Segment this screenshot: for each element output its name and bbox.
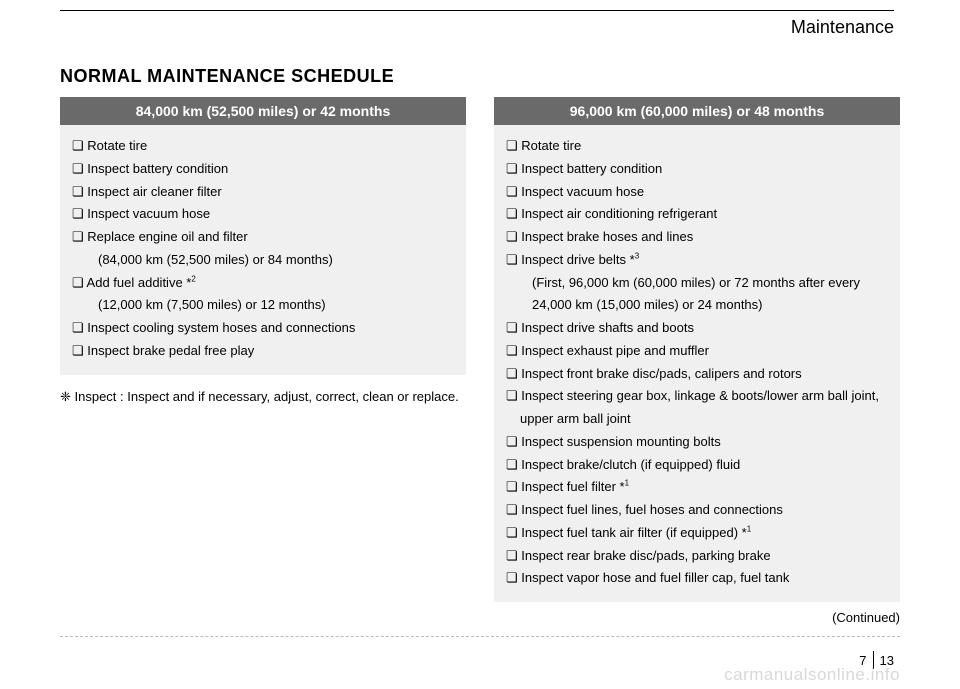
left-column: 84,000 km (52,500 miles) or 42 months ❏ … bbox=[60, 97, 466, 625]
right-box-body: ❏ Rotate tire❏ Inspect battery condition… bbox=[494, 125, 900, 602]
list-item: ❏ Rotate tire bbox=[72, 135, 454, 158]
dash-horizontal bbox=[60, 636, 900, 637]
list-item: ❏ Add fuel additive *2 bbox=[72, 272, 454, 295]
list-item: ❏ Inspect rear brake disc/pads, parking … bbox=[506, 545, 888, 568]
footnote-ref: 3 bbox=[635, 251, 639, 260]
list-subitem: (12,000 km (7,500 miles) or 12 months) bbox=[72, 294, 454, 317]
right-box: 96,000 km (60,000 miles) or 48 months ❏ … bbox=[494, 97, 900, 602]
list-item: ❏ Inspect vapor hose and fuel filler cap… bbox=[506, 567, 888, 590]
list-item: ❏ Inspect steering gear box, linkage & b… bbox=[506, 385, 888, 431]
list-item: ❏ Inspect suspension mounting bolts bbox=[506, 431, 888, 454]
footnote-ref: 1 bbox=[747, 524, 751, 533]
content-columns: 84,000 km (52,500 miles) or 42 months ❏ … bbox=[60, 97, 900, 625]
list-item: ❏ Inspect vacuum hose bbox=[72, 203, 454, 226]
list-item: ❏ Inspect brake/clutch (if equipped) flu… bbox=[506, 454, 888, 477]
note-label: ❈ Inspect : bbox=[60, 389, 124, 404]
list-item: ❏ Inspect battery condition bbox=[72, 158, 454, 181]
list-item: ❏ Inspect battery condition bbox=[506, 158, 888, 181]
list-item: ❏ Inspect front brake disc/pads, caliper… bbox=[506, 363, 888, 386]
list-item: ❏ Inspect fuel lines, fuel hoses and con… bbox=[506, 499, 888, 522]
list-item: ❏ Inspect vacuum hose bbox=[506, 181, 888, 204]
list-item: ❏ Inspect fuel filter *1 bbox=[506, 476, 888, 499]
list-item: ❏ Inspect brake pedal free play bbox=[72, 340, 454, 363]
list-item: ❏ Inspect air cleaner filter bbox=[72, 181, 454, 204]
left-box-heading: 84,000 km (52,500 miles) or 42 months bbox=[60, 97, 466, 125]
left-box-body: ❏ Rotate tire❏ Inspect battery condition… bbox=[60, 125, 466, 375]
list-item: ❏ Inspect drive shafts and boots bbox=[506, 317, 888, 340]
inspect-note: ❈ Inspect : Inspect and if necessary, ad… bbox=[60, 387, 466, 408]
list-item: ❏ Inspect exhaust pipe and muffler bbox=[506, 340, 888, 363]
list-item: ❏ Replace engine oil and filter bbox=[72, 226, 454, 249]
list-item: ❏ Inspect air conditioning refrigerant bbox=[506, 203, 888, 226]
list-subitem: (84,000 km (52,500 miles) or 84 months) bbox=[72, 249, 454, 272]
right-column: 96,000 km (60,000 miles) or 48 months ❏ … bbox=[494, 97, 900, 625]
page: Maintenance NORMAL MAINTENANCE SCHEDULE … bbox=[0, 0, 960, 689]
continued-label: (Continued) bbox=[494, 610, 900, 625]
running-header: Maintenance bbox=[60, 10, 900, 38]
list-item: ❏ Rotate tire bbox=[506, 135, 888, 158]
list-item: ❏ Inspect brake hoses and lines bbox=[506, 226, 888, 249]
watermark: carmanualsonline.info bbox=[724, 665, 900, 685]
footnote-ref: 1 bbox=[625, 479, 629, 488]
note-text: Inspect and if necessary, adjust, correc… bbox=[127, 389, 458, 404]
left-box: 84,000 km (52,500 miles) or 42 months ❏ … bbox=[60, 97, 466, 375]
section-title: Maintenance bbox=[783, 17, 894, 37]
page-title: NORMAL MAINTENANCE SCHEDULE bbox=[60, 66, 900, 87]
right-box-heading: 96,000 km (60,000 miles) or 48 months bbox=[494, 97, 900, 125]
list-item: ❏ Inspect fuel tank air filter (if equip… bbox=[506, 522, 888, 545]
footnote-ref: 2 bbox=[191, 274, 195, 283]
list-item: ❏ Inspect drive belts *3 bbox=[506, 249, 888, 272]
header-rule bbox=[60, 10, 894, 11]
list-item: ❏ Inspect cooling system hoses and conne… bbox=[72, 317, 454, 340]
list-subitem: (First, 96,000 km (60,000 miles) or 72 m… bbox=[506, 272, 888, 318]
